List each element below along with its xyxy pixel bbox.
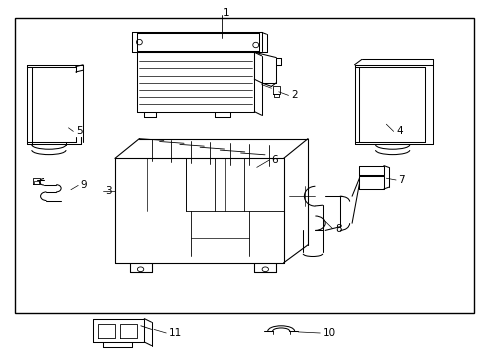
- Text: 3: 3: [105, 186, 112, 196]
- Text: 10: 10: [322, 328, 335, 338]
- Text: 9: 9: [81, 180, 87, 190]
- Text: 4: 4: [395, 126, 402, 136]
- Text: 11: 11: [168, 328, 182, 338]
- Text: 5: 5: [76, 126, 82, 136]
- Text: 7: 7: [398, 175, 405, 185]
- Text: 2: 2: [290, 90, 297, 100]
- Bar: [15, 18, 473, 313]
- Text: 8: 8: [334, 224, 341, 234]
- Text: 1: 1: [222, 8, 229, 18]
- Text: 6: 6: [271, 155, 278, 165]
